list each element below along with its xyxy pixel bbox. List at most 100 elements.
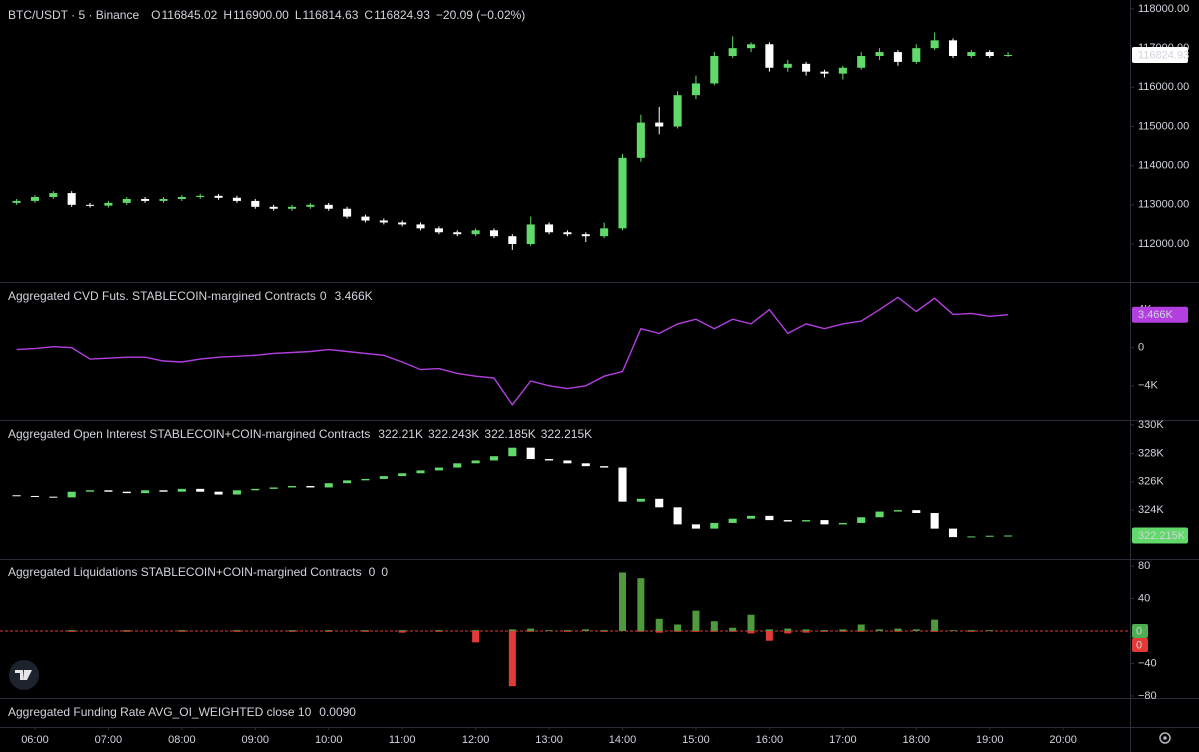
candle-body (159, 198, 168, 201)
candle-body (673, 95, 682, 127)
candle-body (985, 535, 994, 537)
y-tick-label: 112000.00 (1138, 238, 1189, 250)
candle-body (948, 528, 958, 538)
candle-body (820, 520, 829, 525)
settings-icon[interactable] (1159, 732, 1171, 744)
x-tick-label: 09:00 (242, 734, 270, 746)
candle-body (214, 491, 223, 495)
candle-body (948, 40, 958, 57)
candle-body (453, 232, 462, 235)
candle-body (563, 460, 572, 464)
candle-body (49, 496, 58, 498)
candle-body (30, 495, 39, 497)
y-tick-label: 0 (1138, 342, 1144, 354)
y-tick-label: 113000.00 (1138, 199, 1189, 211)
candle-body (122, 491, 131, 494)
liquidation-bar (600, 630, 608, 632)
x-tick-label: 12:00 (462, 734, 490, 746)
candle-body (636, 498, 645, 502)
candle-body (765, 44, 774, 68)
funding-value: 0.0090 (319, 705, 356, 719)
x-tick-label: 13:00 (535, 734, 563, 746)
gear-center[interactable] (1163, 736, 1167, 740)
legend-text: 0 (320, 289, 327, 303)
legend-text: 116845.02 (162, 8, 218, 22)
liquidation-bar (435, 630, 443, 632)
cvd-line (16, 296, 1009, 406)
y-tick-label: −4K (1138, 380, 1159, 392)
candle-body (86, 204, 95, 206)
candle-body (12, 200, 21, 203)
x-tick-label: 19:00 (976, 734, 1004, 746)
liquidation-bar (563, 630, 571, 631)
candle-body (251, 488, 260, 491)
candle-body (324, 204, 333, 209)
candle-body (838, 522, 847, 525)
candle-body (857, 56, 866, 68)
liquidation-bar (710, 630, 718, 632)
candle-body (728, 518, 737, 523)
candle-body (673, 507, 682, 525)
candle-body (122, 198, 131, 203)
liquidation-bar (894, 628, 902, 631)
candle-body (379, 476, 388, 479)
liquidation-bar (655, 618, 663, 631)
liquidation-bar (655, 630, 663, 633)
funding-title: Aggregated Funding Rate AVG_OI_WEIGHTED … (8, 705, 312, 719)
liquidation-bar (123, 630, 131, 632)
tradingview-logo[interactable] (9, 660, 39, 690)
last-price-label: 116824.93 (1138, 49, 1189, 61)
candle-body (12, 495, 21, 497)
candle-body (710, 522, 719, 529)
legend-text: Aggregated CVD Futs. STABLECOIN-margined… (8, 289, 316, 303)
legend-text: 322.185K (484, 427, 535, 441)
candle-body (600, 228, 609, 237)
liquidation-bar (710, 621, 718, 631)
liquidation-bar (472, 630, 480, 643)
legend-text: 3.466K (335, 289, 373, 303)
candle-body (893, 52, 902, 62)
candle-body (489, 456, 499, 461)
gear[interactable] (1159, 732, 1171, 744)
liquidation-bar (747, 630, 755, 634)
y-tick-label: −40 (1138, 657, 1157, 669)
candle-body (636, 122, 645, 158)
candle-body (545, 459, 554, 461)
y-tick-label: 326K (1138, 476, 1164, 488)
liquidation-bar (692, 610, 700, 631)
candle-body (398, 222, 407, 225)
liquidation-bar (472, 630, 480, 631)
liquidation-bar (802, 629, 810, 631)
legend-text: BTC/USDT · 5 · Binance (8, 8, 139, 22)
liquidation-bar (765, 629, 773, 631)
liquidation-bar (986, 630, 994, 631)
candle-body (343, 208, 352, 217)
liquidation-bar (637, 630, 645, 632)
candle-body (196, 195, 205, 198)
candle-body (398, 473, 407, 477)
candle-body (434, 228, 443, 233)
candle-body (434, 467, 443, 471)
candle-body (545, 224, 554, 233)
logo-mark[interactable] (15, 670, 32, 680)
liquidation-bar (619, 572, 627, 631)
liquidation-bar (820, 630, 828, 631)
candle-body (361, 478, 370, 481)
liquidation-bar (68, 630, 76, 631)
liquidation-bar (288, 630, 296, 632)
liquidation-bar (674, 624, 682, 631)
candle-body (746, 515, 756, 519)
candle-body (838, 67, 847, 74)
candle-body (930, 40, 939, 49)
candle-body (655, 498, 664, 508)
candle-body (746, 44, 756, 49)
candle-body (526, 224, 535, 245)
candle-body (306, 486, 315, 488)
liquidation-bar (563, 630, 571, 632)
liquidation-bar (325, 630, 333, 632)
candle-body (86, 490, 95, 492)
candle-body (710, 56, 719, 84)
legend-text: C (364, 8, 373, 22)
candle-body (765, 515, 774, 521)
